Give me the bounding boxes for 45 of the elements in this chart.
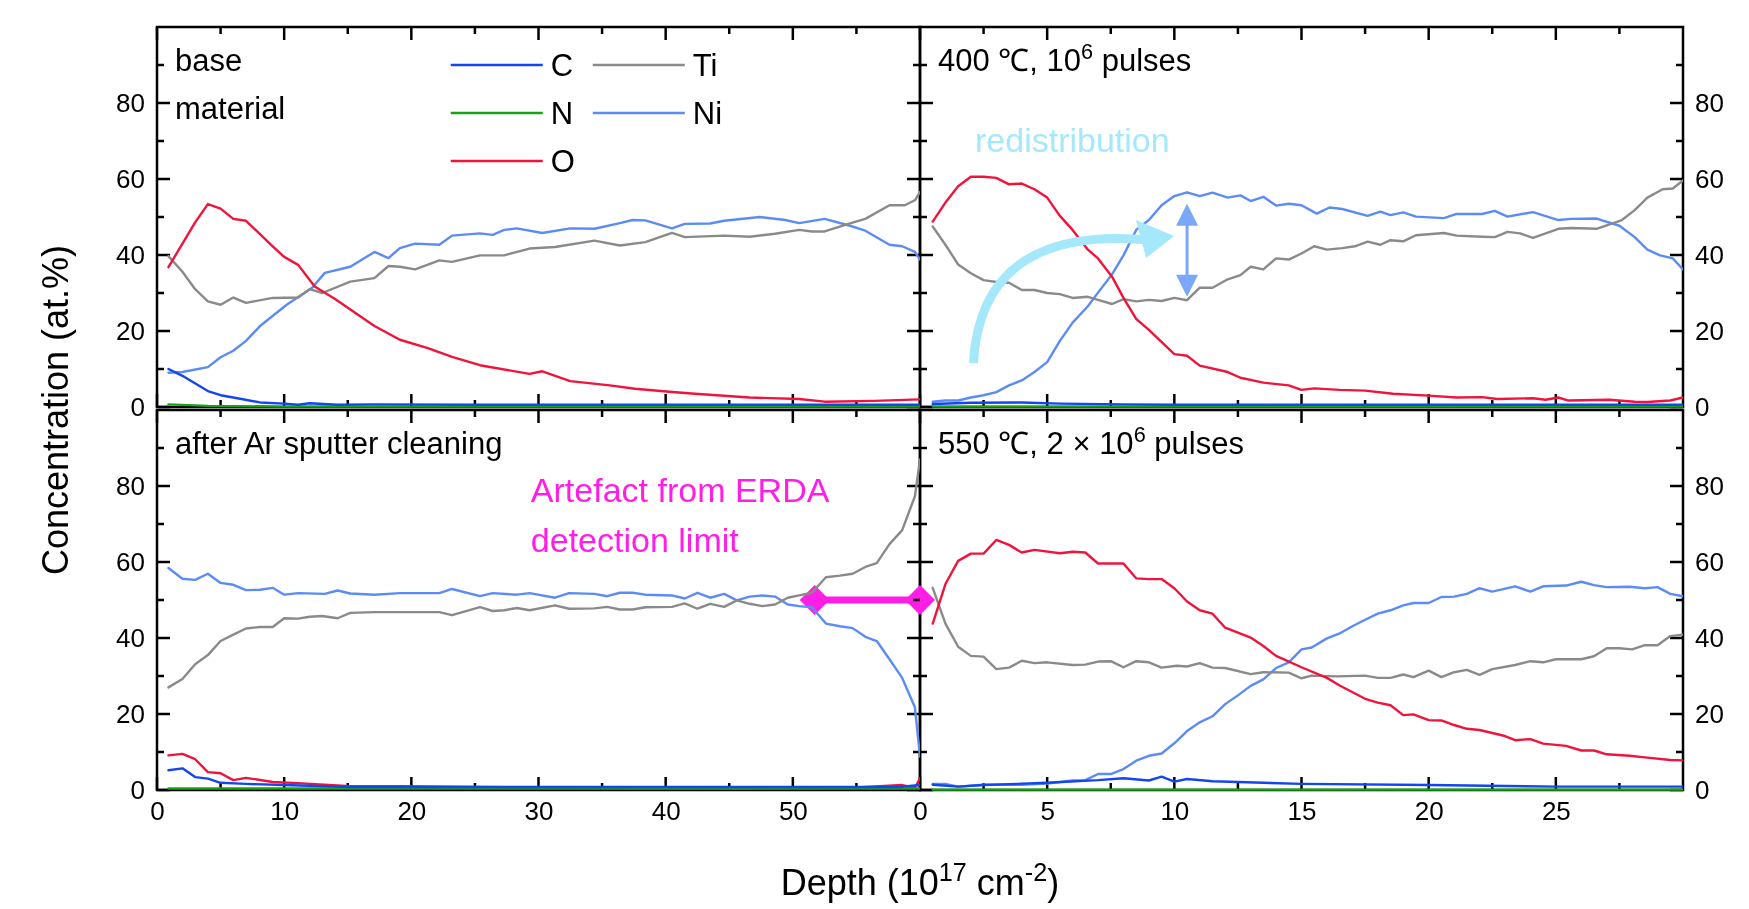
y-tick-label: 0 [130, 391, 145, 422]
y-tick-label: 0 [130, 774, 145, 805]
legend-label: N [550, 96, 574, 131]
y-tick-label: 40 [116, 622, 145, 653]
y-tick-label: 0 [1695, 774, 1710, 805]
y-tick-label: 20 [116, 315, 145, 346]
x-tick-label: 30 [524, 796, 554, 827]
y-tick-label: 80 [116, 470, 145, 501]
text: base material [175, 43, 286, 126]
legend-label: C [550, 48, 574, 83]
y-tick-label: 20 [1695, 698, 1724, 729]
x-tick-label: 5 [1040, 796, 1055, 827]
text: after Ar sputter cleaning [175, 426, 503, 461]
x-tick-label: 10 [270, 796, 300, 827]
y-tick-label: 80 [116, 87, 145, 118]
x-tick-label: 50 [778, 796, 808, 827]
x-tick-label: 10 [1160, 796, 1190, 827]
x-tick-label: 15 [1287, 796, 1317, 827]
y-tick-label: 40 [116, 239, 145, 270]
y-tick-label: 80 [1695, 470, 1724, 501]
text: 400 ℃, 10$^{6}$ pulses [938, 38, 1192, 78]
y-tick-label: 60 [116, 546, 145, 577]
annotation: redistribution [975, 121, 1170, 159]
y-tick-label: 40 [1695, 622, 1724, 653]
legend-label: Ti [692, 48, 718, 83]
x-tick-label: 0 [913, 796, 928, 827]
y-tick-label: 0 [1695, 391, 1710, 422]
y-tick-label: 60 [1695, 163, 1724, 194]
legend-label: O [550, 144, 575, 179]
x-tick-label: 25 [1541, 796, 1571, 827]
annotation: Artefact from ERDA detection limit [530, 471, 830, 559]
y-tick-label: 20 [116, 698, 145, 729]
x-axis-title: Depth (10$^{17}$ cm$^{-2}$) [780, 858, 1060, 903]
x-tick-label: 40 [651, 796, 681, 827]
y-tick-label: 20 [1695, 315, 1724, 346]
x-tick-label: 0 [150, 796, 165, 827]
y-tick-label: 60 [1695, 546, 1724, 577]
x-tick-label: 20 [1414, 796, 1444, 827]
y-tick-label: 40 [1695, 239, 1724, 270]
y-tick-label: 60 [116, 163, 145, 194]
legend-label: Ni [692, 96, 723, 131]
y-axis-title: Concentration (at.%) [35, 244, 76, 576]
text: 550 ℃, 2 × 10$^{6}$ pulses [938, 421, 1244, 461]
x-tick-label: 20 [397, 796, 427, 827]
y-tick-label: 80 [1695, 87, 1724, 118]
